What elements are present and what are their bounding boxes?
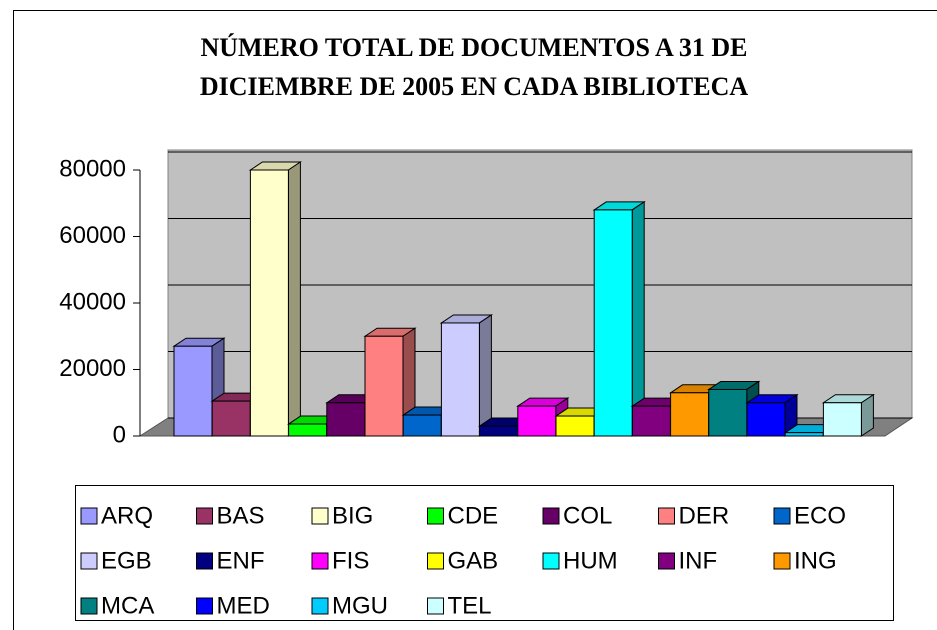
- legend-swatch: [80, 597, 98, 615]
- bar: [402, 414, 442, 437]
- bar-side: [287, 161, 301, 437]
- legend-label: ENF: [217, 547, 265, 574]
- legend-label: MGU: [332, 592, 388, 619]
- legend-label: ING: [794, 547, 837, 574]
- y-tick-label: 40000: [59, 288, 126, 315]
- legend-swatch: [542, 507, 560, 525]
- bar: [440, 322, 480, 437]
- bar-3d: [592, 200, 646, 437]
- legend-label: ECO: [794, 502, 846, 529]
- legend-label: MCA: [101, 592, 154, 619]
- bar: [364, 335, 404, 437]
- bar: [173, 345, 213, 437]
- legend-swatch: [80, 552, 98, 570]
- legend-swatch: [80, 507, 98, 525]
- chart-title: NÚMERO TOTAL DE DOCUMENTOS A 31 DE: [200, 33, 747, 62]
- bar: [249, 169, 289, 437]
- legend-swatch: [311, 597, 329, 615]
- legend-label: CDE: [448, 502, 499, 529]
- y-tick-label: 80000: [59, 155, 126, 182]
- bar: [555, 415, 595, 437]
- legend-label: DER: [679, 502, 730, 529]
- bar: [326, 402, 366, 437]
- legend-swatch: [311, 552, 329, 570]
- legend-label: ARQ: [101, 502, 153, 529]
- y-tick-label: 0: [113, 421, 126, 448]
- legend-label: BAS: [217, 502, 265, 529]
- bar: [708, 388, 748, 437]
- chart-title: DICIEMBRE DE 2005 EN CADA BIBLIOTECA: [200, 72, 748, 101]
- bar: [822, 402, 862, 437]
- bar: [517, 405, 557, 437]
- bar: [784, 432, 824, 437]
- legend-label: MED: [217, 592, 270, 619]
- legend-swatch: [658, 507, 675, 525]
- legend-label: EGB: [101, 547, 152, 574]
- bar: [211, 400, 251, 437]
- bar: [746, 402, 786, 437]
- bar: [479, 425, 519, 437]
- bar-3d: [172, 337, 226, 437]
- legend-swatch: [196, 507, 213, 525]
- legend-label: INF: [679, 547, 718, 574]
- bar-3d: [821, 393, 876, 437]
- legend-swatch: [427, 552, 444, 570]
- legend-label: COL: [563, 502, 612, 529]
- bar: [631, 405, 671, 437]
- bar-3d: [248, 161, 303, 437]
- legend-swatch: [196, 552, 213, 570]
- legend-swatch: [658, 552, 675, 570]
- bar-3d: [439, 314, 494, 437]
- y-tick-label: 60000: [59, 222, 126, 249]
- legend-label: TEL: [448, 592, 492, 619]
- bar: [288, 423, 328, 437]
- legend-label: BIG: [332, 502, 373, 529]
- legend-swatch: [542, 552, 560, 570]
- legend-swatch: [196, 597, 213, 615]
- legend-swatch: [773, 507, 791, 525]
- legend-swatch: [311, 507, 329, 525]
- bar-3d: [745, 393, 799, 437]
- legend-label: GAB: [448, 547, 499, 574]
- legend-swatch: [773, 552, 791, 570]
- y-tick-label: 20000: [59, 355, 126, 382]
- bar-side: [478, 314, 492, 437]
- legend-swatch: [427, 597, 444, 615]
- bar: [593, 209, 633, 437]
- bar: [670, 392, 710, 437]
- bar-3d: [363, 327, 417, 437]
- legend-swatch: [427, 507, 444, 525]
- legend-label: FIS: [332, 547, 369, 574]
- legend-label: HUM: [563, 547, 618, 574]
